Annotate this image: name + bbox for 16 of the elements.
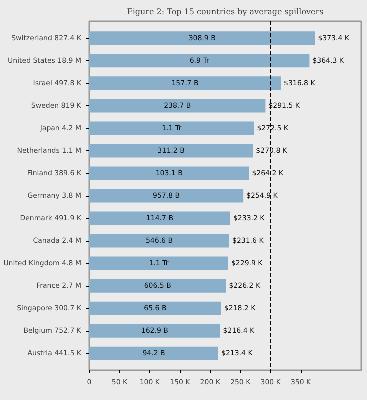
bar — [90, 212, 230, 226]
bar — [90, 279, 226, 293]
bar — [90, 99, 266, 113]
bar — [90, 324, 220, 338]
bar — [90, 122, 254, 136]
bar — [90, 76, 281, 90]
bar — [90, 32, 316, 46]
bar — [90, 302, 222, 316]
bar — [90, 144, 254, 158]
bar — [90, 256, 228, 270]
bar — [90, 189, 244, 203]
bar — [90, 346, 218, 360]
bar — [90, 166, 250, 180]
chart-title: Figure 2: Top 15 countries by average spillovers — [127, 8, 324, 16]
bar — [90, 54, 310, 68]
bar — [90, 234, 230, 248]
